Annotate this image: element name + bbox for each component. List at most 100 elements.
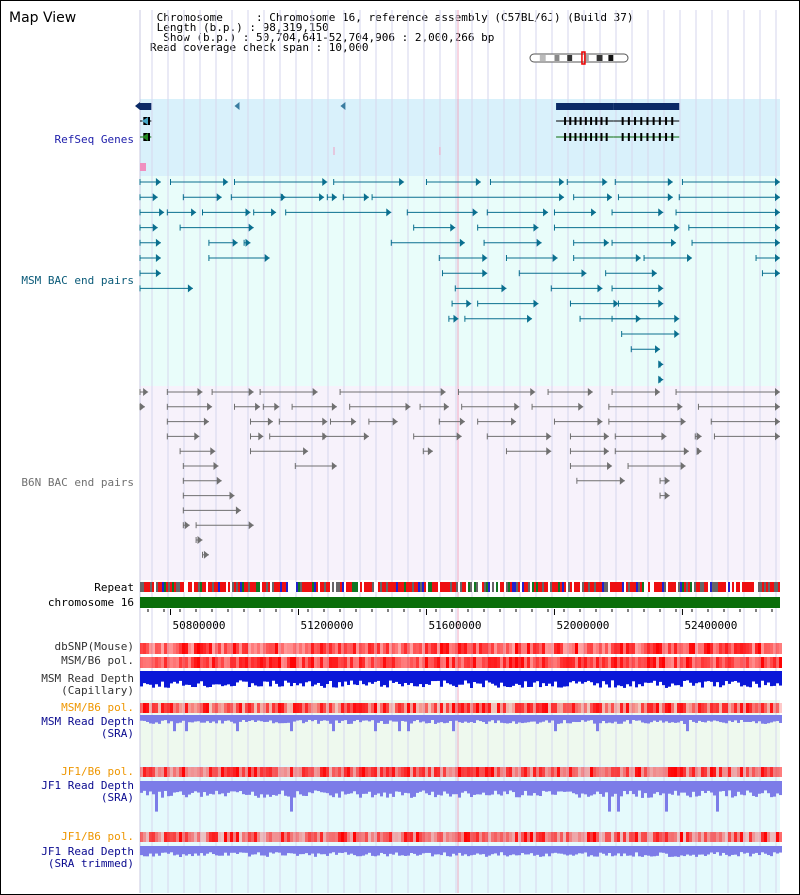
snp-density-cell xyxy=(551,832,554,842)
read-depth-bar xyxy=(182,781,185,795)
repeat-segment xyxy=(228,582,230,592)
read-depth-bar xyxy=(155,715,158,723)
repeat-segment xyxy=(536,582,538,592)
snp-density-cell xyxy=(611,703,614,713)
read-depth-bar xyxy=(359,781,362,798)
read-depth-bar xyxy=(419,846,422,855)
snp-density-cell xyxy=(209,657,212,668)
snp-density-cell xyxy=(518,703,521,713)
snp-density-cell xyxy=(290,657,293,668)
read-depth-bar xyxy=(560,715,563,724)
repeat-segment xyxy=(212,582,214,592)
read-depth-bar xyxy=(368,846,371,853)
snp-density-cell xyxy=(317,832,320,842)
read-depth-bar xyxy=(287,846,290,854)
snp-density-cell xyxy=(227,767,230,777)
snp-density-cell xyxy=(593,767,596,777)
msm-bac-pair-end-arrow xyxy=(271,208,277,217)
snp-density-cell xyxy=(272,657,275,668)
read-depth-bar xyxy=(347,715,350,724)
snp-density-cell xyxy=(140,657,143,668)
snp-density-cell xyxy=(233,767,236,777)
repeat-segment xyxy=(686,582,688,592)
track-label-msm_b6_pol_sra[interactable]: MSM/B6 pol. xyxy=(61,701,134,714)
track-label-repeat[interactable]: Repeat xyxy=(94,581,134,594)
read-depth-bar xyxy=(716,781,719,812)
track-label-jf1_depth_sra[interactable]: JF1 Read Depth (SRA) xyxy=(41,779,134,804)
snp-density-cell xyxy=(320,832,323,842)
track-label-msm_depth_cap[interactable]: MSM Read Depth (Capillary) xyxy=(41,672,134,697)
repeat-segment xyxy=(772,582,774,592)
repeat-segment xyxy=(708,582,710,592)
snp-density-cell xyxy=(179,832,182,842)
read-depth-bar xyxy=(620,846,623,857)
read-depth-bar xyxy=(539,781,542,797)
snp-density-cell xyxy=(554,767,557,777)
snp-density-cell xyxy=(500,657,503,668)
track-label-dbsnp[interactable]: dbSNP(Mouse) xyxy=(54,640,134,653)
track-label-refseq[interactable]: RefSeq Genes xyxy=(54,133,134,146)
read-depth-bar xyxy=(623,781,626,792)
read-depth-bar xyxy=(593,846,596,857)
snp-density-cell xyxy=(476,657,479,668)
read-depth-bar xyxy=(779,781,782,796)
track-label-jf1_b6_pol_trim[interactable]: JF1/B6 pol. xyxy=(61,830,134,843)
read-depth-bar xyxy=(602,715,605,722)
track-label-msm_bac[interactable]: MSM BAC end pairs xyxy=(21,274,134,287)
read-depth-bar xyxy=(671,671,674,684)
read-depth-bar xyxy=(692,671,695,686)
repeat-segment xyxy=(462,582,464,592)
track-label-msm_depth_sra[interactable]: MSM Read Depth (SRA) xyxy=(41,715,134,740)
snp-density-cell xyxy=(158,657,161,668)
snp-density-cell xyxy=(650,767,653,777)
read-depth-bar xyxy=(410,846,413,854)
read-depth-bar xyxy=(365,846,368,855)
snp-density-cell xyxy=(653,657,656,668)
snp-density-cell xyxy=(527,767,530,777)
read-depth-bar xyxy=(695,671,698,684)
track-label-jf1_b6_pol[interactable]: JF1/B6 pol. xyxy=(61,765,134,778)
track-label-b6n_bac[interactable]: B6N BAC end pairs xyxy=(21,476,134,489)
snp-density-cell xyxy=(176,703,179,713)
snp-density-cell xyxy=(257,657,260,668)
snp-density-cell xyxy=(605,643,608,654)
read-depth-bar xyxy=(653,671,656,681)
snp-density-cell xyxy=(167,657,170,668)
read-depth-bar xyxy=(251,781,254,792)
msm-bac-pair-end-arrow xyxy=(559,193,565,202)
snp-density-cell xyxy=(725,643,728,654)
transcript-arrow xyxy=(142,117,148,125)
b6n-bac-pair-end-arrow xyxy=(619,476,625,485)
snp-density-cell xyxy=(356,643,359,654)
repeat-segment xyxy=(564,582,566,592)
snp-density-cell xyxy=(686,767,689,777)
repeat-segment xyxy=(382,582,384,592)
snp-density-cell xyxy=(476,767,479,777)
snp-density-cell xyxy=(647,832,650,842)
read-depth-bar xyxy=(599,715,602,724)
read-depth-bar xyxy=(659,715,662,721)
read-depth-bar xyxy=(347,781,350,794)
read-depth-bar xyxy=(488,671,491,683)
read-depth-bar xyxy=(197,846,200,856)
read-depth-bar xyxy=(236,715,239,732)
read-depth-bar xyxy=(641,671,644,687)
snp-density-cell xyxy=(770,767,773,777)
snp-density-cell xyxy=(509,657,512,668)
track-label-msm_b6_pol[interactable]: MSM/B6 pol. xyxy=(61,654,134,667)
read-depth-bar xyxy=(338,781,341,798)
snp-density-cell xyxy=(158,703,161,713)
track-label-jf1_depth_trim[interactable]: JF1 Read Depth (SRA trimmed) xyxy=(41,845,134,870)
snp-density-cell xyxy=(560,767,563,777)
track-label-chrom[interactable]: chromosome 16 xyxy=(47,596,134,609)
repeat-segment xyxy=(552,582,554,592)
msm-bac-pair-end-arrow xyxy=(602,178,608,186)
read-depth-bar xyxy=(536,846,539,855)
snp-density-cell xyxy=(263,643,266,654)
snp-density-cell xyxy=(722,657,725,668)
repeat-segment xyxy=(556,582,558,592)
snp-density-cell xyxy=(512,767,515,777)
read-depth-bar xyxy=(320,671,323,686)
read-depth-bar xyxy=(371,671,374,684)
